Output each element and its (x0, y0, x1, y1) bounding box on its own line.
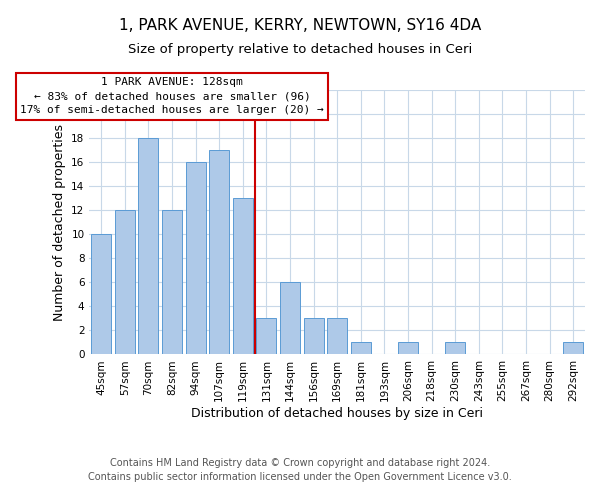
Bar (304, 318, 323, 354)
Bar (115, 210, 135, 354)
Bar (280, 282, 300, 354)
Text: 1 PARK AVENUE: 128sqm
← 83% of detached houses are smaller (96)
17% of semi-deta: 1 PARK AVENUE: 128sqm ← 83% of detached … (20, 78, 324, 116)
Bar (445, 342, 465, 354)
Text: 1, PARK AVENUE, KERRY, NEWTOWN, SY16 4DA: 1, PARK AVENUE, KERRY, NEWTOWN, SY16 4DA (119, 18, 481, 32)
Bar (209, 150, 229, 354)
Bar (398, 342, 418, 354)
Bar (327, 318, 347, 354)
Bar (256, 318, 277, 354)
Bar (91, 234, 111, 354)
Bar (563, 342, 583, 354)
Text: Contains HM Land Registry data © Crown copyright and database right 2024.
Contai: Contains HM Land Registry data © Crown c… (88, 458, 512, 482)
Bar (351, 342, 371, 354)
X-axis label: Distribution of detached houses by size in Ceri: Distribution of detached houses by size … (191, 407, 483, 420)
Bar (162, 210, 182, 354)
Text: Size of property relative to detached houses in Ceri: Size of property relative to detached ho… (128, 42, 472, 56)
Y-axis label: Number of detached properties: Number of detached properties (53, 124, 66, 321)
Bar (233, 198, 253, 354)
Bar (185, 162, 206, 354)
Bar (139, 138, 158, 354)
